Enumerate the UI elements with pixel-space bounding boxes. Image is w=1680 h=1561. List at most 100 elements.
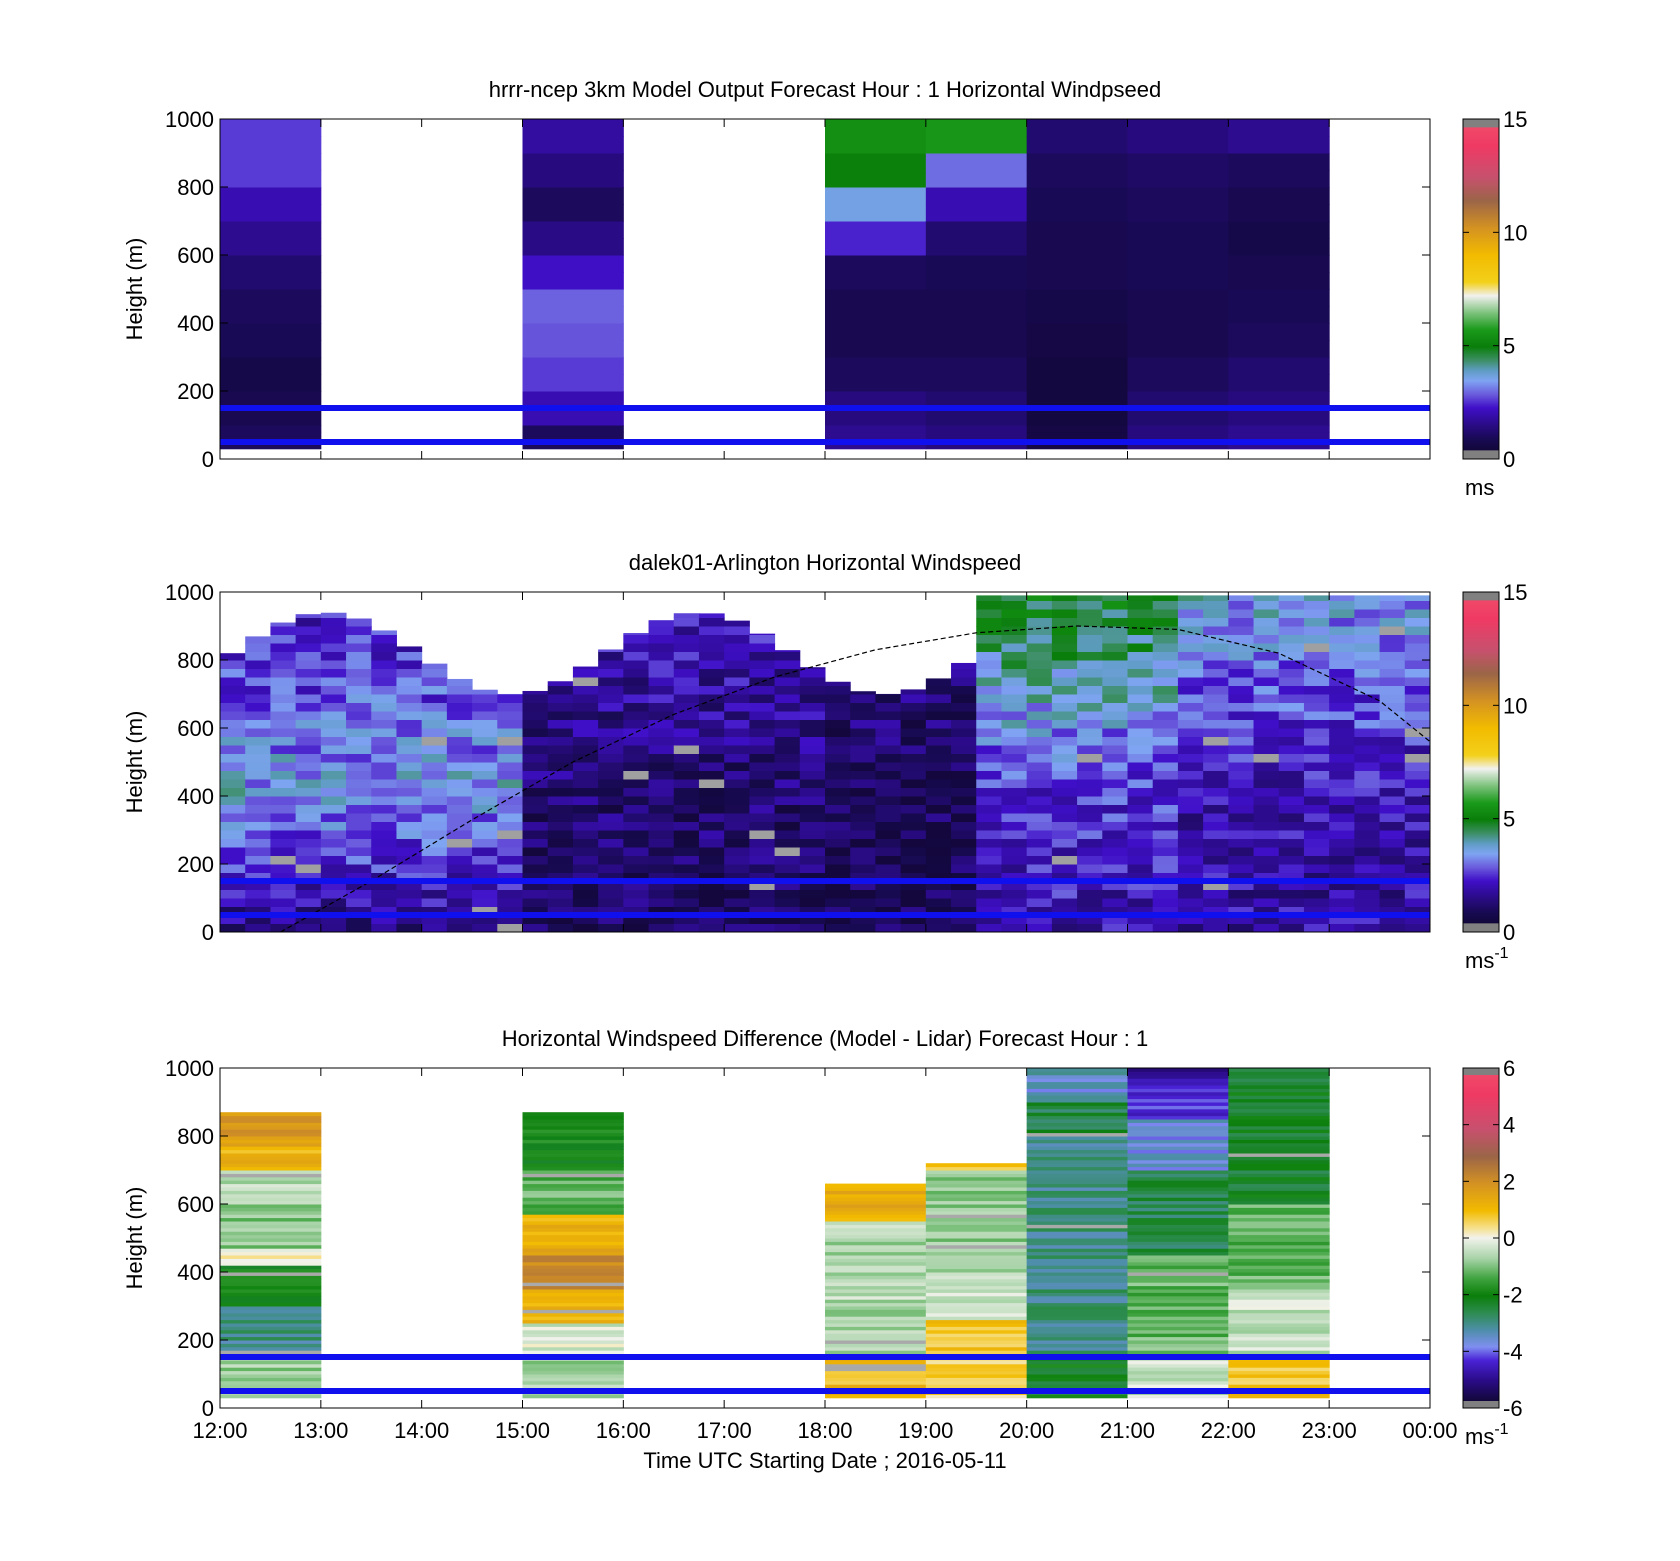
heatmap-cell xyxy=(1404,915,1430,924)
heatmap-cell xyxy=(724,855,750,865)
colorbar-tick-label: 0 xyxy=(1503,1226,1515,1251)
y-tick-label: 0 xyxy=(202,447,214,472)
heatmap-cell xyxy=(396,736,423,746)
heatmap-cell xyxy=(724,864,750,873)
heatmap-cell xyxy=(1026,762,1053,771)
heatmap-cell xyxy=(825,1319,927,1324)
heatmap-cell xyxy=(1228,1091,1330,1096)
heatmap-cell xyxy=(648,787,675,797)
heatmap-cell xyxy=(1228,1142,1330,1147)
heatmap-cell xyxy=(1026,1278,1128,1283)
heatmap-cell xyxy=(270,660,297,669)
heatmap-cell xyxy=(270,830,297,839)
heatmap-cell xyxy=(825,1251,927,1256)
heatmap-cell xyxy=(925,323,1028,341)
heatmap-cell xyxy=(1203,915,1229,924)
heatmap-cell xyxy=(472,702,498,712)
heatmap-cell xyxy=(396,889,423,899)
heatmap-cell xyxy=(1278,600,1305,610)
x-tick-label: 16:00 xyxy=(596,1418,651,1443)
heatmap-cell xyxy=(648,898,675,907)
heatmap-cell xyxy=(925,821,952,831)
heatmap-cell xyxy=(346,898,372,907)
heatmap-cell xyxy=(648,813,675,822)
heatmap-cell xyxy=(774,847,801,856)
heatmap-cell xyxy=(1152,719,1179,729)
heatmap-cell xyxy=(1329,881,1355,890)
heatmap-cell xyxy=(1026,1384,1128,1389)
heatmap-cell xyxy=(598,915,624,924)
heatmap-cell xyxy=(371,906,397,916)
heatmap-cell xyxy=(1127,1214,1229,1219)
heatmap-cell xyxy=(472,821,498,831)
heatmap-cell xyxy=(1303,617,1330,627)
heatmap-cell xyxy=(825,425,927,433)
heatmap-cell xyxy=(1051,753,1078,763)
heatmap-cell xyxy=(346,872,372,882)
heatmap-cell xyxy=(346,660,372,669)
heatmap-cell xyxy=(1026,1316,1128,1321)
heatmap-cell xyxy=(1228,1306,1330,1310)
heatmap-cell xyxy=(1228,1176,1330,1181)
heatmap-cell xyxy=(1228,170,1330,188)
heatmap-cell xyxy=(522,1190,624,1195)
heatmap-cell xyxy=(623,770,650,780)
heatmap-cell xyxy=(825,136,927,154)
heatmap-cell xyxy=(1278,864,1305,873)
heatmap-cell xyxy=(698,685,725,695)
heatmap-cell xyxy=(1026,1326,1128,1331)
heatmap-cell xyxy=(1303,881,1330,890)
heatmap-cell xyxy=(522,1265,624,1270)
heatmap-cell xyxy=(346,736,372,746)
colorbar-unit-superscript: -1 xyxy=(1494,1421,1508,1438)
heatmap-cell xyxy=(1026,906,1053,916)
heatmap-cell xyxy=(1228,1329,1330,1334)
heatmap-cell xyxy=(245,636,271,644)
heatmap-cell xyxy=(925,906,952,916)
heatmap-cell xyxy=(799,668,826,678)
heatmap-cell xyxy=(472,736,498,746)
heatmap-cell xyxy=(648,889,675,899)
colorbar-unit-superscript: -1 xyxy=(1494,945,1508,962)
heatmap-cell xyxy=(1026,1319,1128,1324)
heatmap-cell xyxy=(698,915,725,924)
heatmap-cell xyxy=(220,1159,322,1164)
heatmap-cell xyxy=(1404,736,1430,746)
heatmap-cell xyxy=(698,787,725,797)
heatmap-cell xyxy=(925,1323,1028,1327)
heatmap-cell xyxy=(1329,847,1355,856)
heatmap-cell xyxy=(1228,1115,1330,1120)
heatmap-cell xyxy=(472,711,498,720)
heatmap-cell xyxy=(1278,779,1305,788)
heatmap-cell xyxy=(673,881,700,890)
heatmap-cell xyxy=(270,685,297,695)
heatmap-cell xyxy=(245,770,271,780)
heatmap-cell xyxy=(220,838,246,848)
heatmap-cell xyxy=(1329,711,1355,720)
heatmap-cell xyxy=(1127,1363,1229,1368)
heatmap-cell xyxy=(1001,864,1028,873)
heatmap-cell xyxy=(1026,864,1053,873)
heatmap-cell xyxy=(421,889,448,899)
heatmap-cell xyxy=(850,855,876,865)
heatmap-cell xyxy=(295,821,322,831)
heatmap-cell xyxy=(951,719,977,729)
heatmap-cell xyxy=(1228,1272,1330,1276)
heatmap-cell xyxy=(1152,677,1179,686)
heatmap-cell xyxy=(220,1122,322,1127)
heatmap-cell xyxy=(1026,1261,1128,1266)
heatmap-cell xyxy=(1278,677,1305,686)
heatmap-cell xyxy=(623,677,650,686)
heatmap-cell xyxy=(547,762,574,771)
heatmap-cell xyxy=(421,663,448,669)
y-tick-label: 600 xyxy=(177,716,214,741)
heatmap-cell xyxy=(1303,762,1330,771)
heatmap-cell xyxy=(421,787,448,797)
heatmap-cell xyxy=(1177,830,1204,839)
heatmap-cell xyxy=(295,881,322,890)
heatmap-cell xyxy=(1077,787,1103,797)
heatmap-cell xyxy=(270,651,297,661)
heatmap-cell xyxy=(925,1272,1028,1276)
heatmap-cell xyxy=(522,1238,624,1242)
heatmap-cell xyxy=(925,1258,1028,1263)
